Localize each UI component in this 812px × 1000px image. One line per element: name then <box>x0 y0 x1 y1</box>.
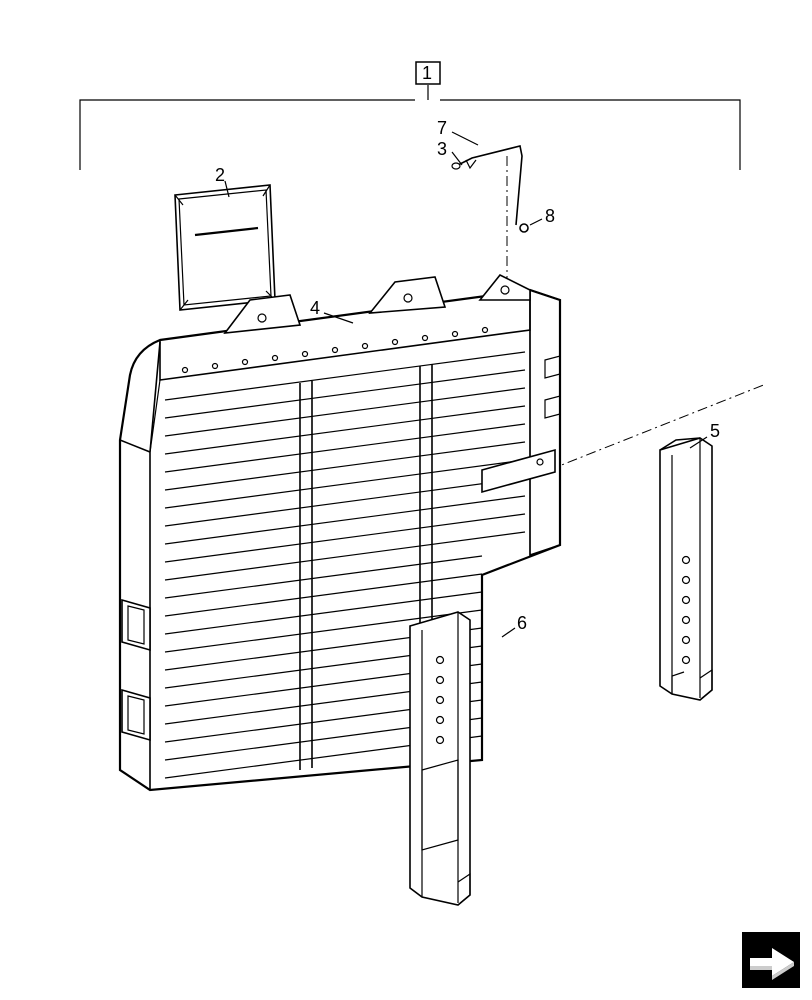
callout-5-label: 5 <box>710 421 720 441</box>
part-fastener <box>520 224 528 232</box>
parts-diagram: 1 <box>0 0 812 1000</box>
callout-6-label: 6 <box>517 613 527 633</box>
part-bracket-left <box>410 612 470 905</box>
callout-8-label: 8 <box>545 206 555 226</box>
assembly-bracket <box>80 85 740 170</box>
part-grille-frame <box>120 275 560 790</box>
callout-7-label: 7 <box>437 118 447 138</box>
part-bracket-right <box>660 438 712 700</box>
part-latch-rod <box>452 146 522 225</box>
part-manual <box>175 185 275 310</box>
callout-4-label: 4 <box>310 298 320 318</box>
callout-1-label: 1 <box>422 63 432 83</box>
callout-2-label: 2 <box>215 165 225 185</box>
next-page-button[interactable] <box>742 932 800 988</box>
callout-3-label: 3 <box>437 139 447 159</box>
callout-1: 1 <box>416 62 440 84</box>
